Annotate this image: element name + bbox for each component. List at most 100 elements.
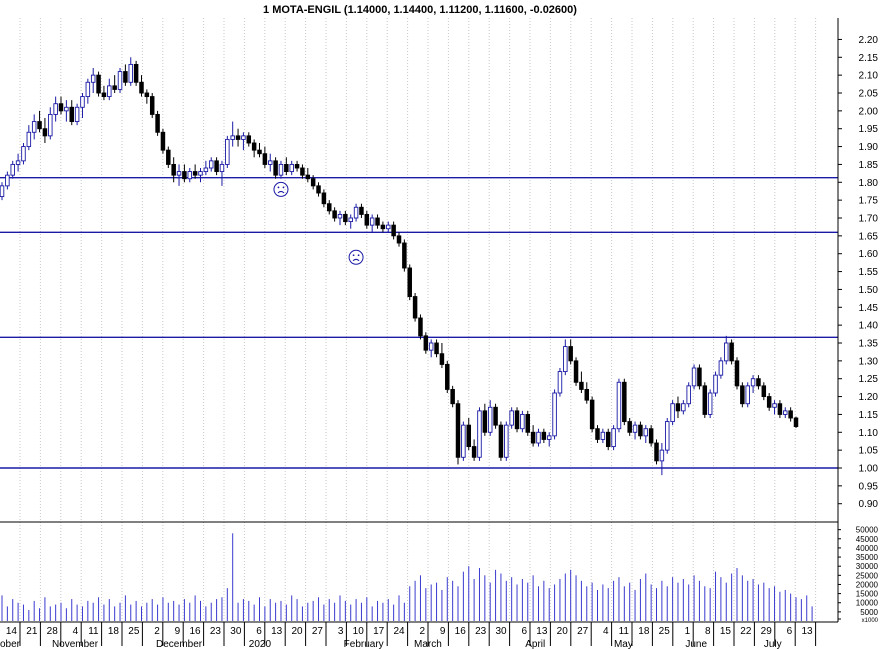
candle-body [713,374,718,394]
candle-body [58,103,64,112]
volume-tick-label: 40000 [856,544,879,553]
candle-body [718,360,724,376]
candle-body [48,113,53,137]
sad-face-markers [273,181,364,265]
day-label: 6 [521,626,527,637]
price-tick-label: 1.75 [859,196,879,207]
candle-body [579,381,584,390]
candle-body [750,378,756,387]
day-label: 27 [577,626,589,637]
candle-body [407,267,412,298]
candle-body [702,385,708,415]
price-tick-label: 1.20 [859,392,879,403]
candlestick-series [0,57,799,476]
candle-body [123,71,128,83]
candle-body [26,131,32,148]
price-tick-label: 1.35 [859,339,879,350]
candle-body [21,146,26,162]
candle-body [353,206,359,219]
price-tick-label: 1.80 [859,178,879,189]
month-label: March [414,639,442,649]
day-label: 18 [638,626,650,637]
candle-body [536,431,541,444]
candle-body [327,203,332,212]
candle-body [595,428,600,440]
day-label: 20 [557,626,569,637]
day-label: 24 [393,626,405,637]
candle-body [659,449,665,462]
day-label: 28 [47,626,59,637]
candle-body [766,396,772,408]
price-tick-label: 1.70 [859,214,879,225]
month-label: April [525,639,545,649]
day-label: 3 [338,626,344,637]
candle-body [5,174,10,187]
candle-body [160,131,166,151]
candle-body [643,428,649,437]
candle-body [729,342,734,362]
candle-body [686,385,691,405]
price-tick-label: 2.05 [859,89,879,100]
day-label: 14 [6,626,18,637]
candle-body [584,388,590,401]
candle-body [101,92,107,98]
volume-tick-label: 30000 [856,562,879,571]
candle-body [257,149,262,155]
candle-body [600,431,606,440]
candle-body [187,171,193,180]
candle-body [203,167,209,173]
price-tick-label: 1.30 [859,356,879,367]
candle-body [267,160,273,165]
price-tick-label: 1.10 [859,428,879,439]
candle-body [166,149,171,165]
axes [0,18,839,623]
candle-body [450,388,455,405]
candle-body [42,128,48,137]
candle-body [117,71,123,90]
price-tick-label: 1.95 [859,124,879,135]
price-tick-label: 1.55 [859,267,879,278]
candle-body [284,163,289,173]
candle-body [756,378,761,387]
candle-body [359,206,364,215]
candle-body [208,160,214,169]
candle-body [37,121,42,130]
candle-body [380,224,386,230]
candle-body [418,317,423,337]
candle-body [632,424,638,433]
candle-body [783,410,788,415]
price-tick-label: 2.00 [859,106,879,117]
price-axis-ticks: 2.20 2.15 2.10 2.05 2.00 1.95 1.90 1.85 1.80 1.75… [838,35,878,510]
day-label: 11 [619,626,630,637]
support-resistance-lines [0,176,838,469]
day-label: 10 [353,626,365,637]
day-label: 15 [720,626,732,637]
day-label: 18 [108,626,120,637]
price-tick-label: 2.10 [859,71,879,82]
candle-body [423,335,429,351]
candle-body [31,121,37,133]
price-tick-label: 0.90 [859,499,879,510]
candle-body [0,185,5,198]
volume-tick-label: 50000 [856,526,879,535]
day-label: 2 [419,626,425,637]
sad-face-eye [277,186,280,189]
candle-body [707,392,713,415]
candle-body [192,171,198,176]
day-label: 6 [256,626,262,637]
price-tick-label: 1.85 [859,160,879,171]
candle-body [294,163,300,169]
day-label: 23 [475,626,487,637]
candle-body [64,106,69,112]
day-label: 2 [154,626,160,637]
candle-body [724,342,729,362]
candle-body [675,403,681,412]
volume-tick-label: 45000 [856,535,879,544]
candle-body [412,296,418,319]
candle-body [396,235,402,244]
candle-body [761,385,767,398]
volume-tick-label: 10000 [856,599,879,608]
volume-axis-ticks: 5000045000400003500030000250002000015000… [838,526,879,624]
day-label: 16 [455,626,467,637]
